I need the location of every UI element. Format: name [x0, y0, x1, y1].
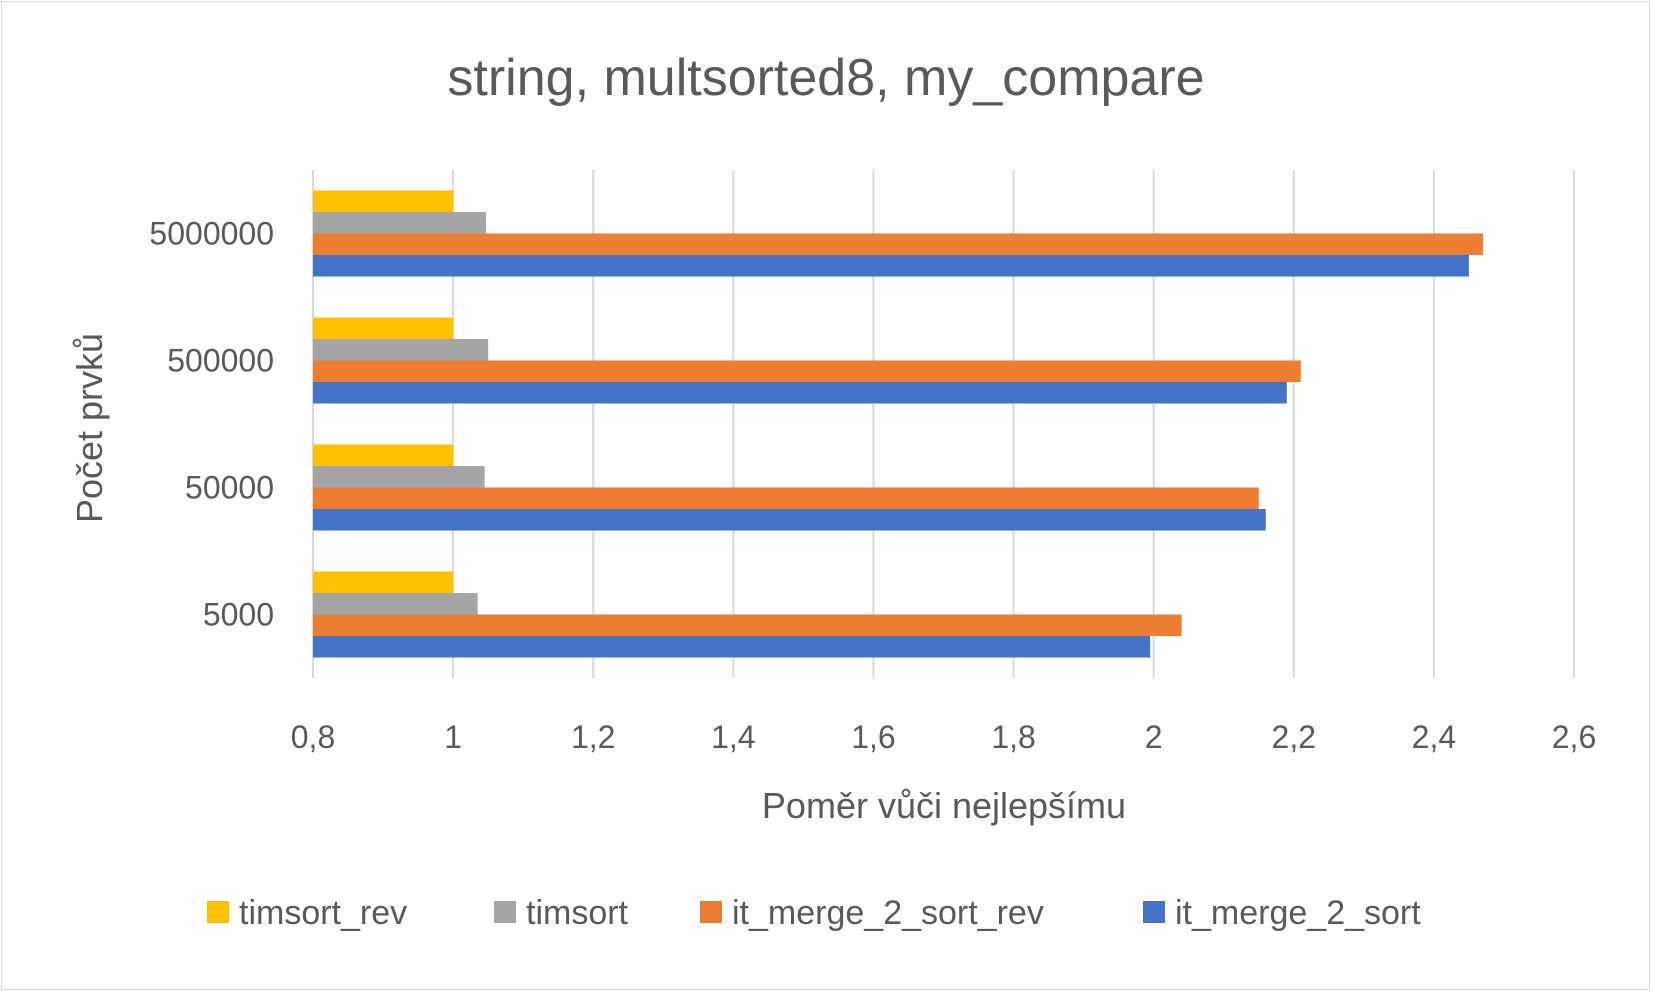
bar-timsort_rev-5000000	[313, 190, 454, 212]
legend-label: it_merge_2_sort	[1175, 894, 1421, 932]
x-tick-label: 2,4	[1412, 719, 1456, 755]
legend-swatch	[494, 901, 516, 923]
bars	[313, 190, 1483, 658]
bar-it_merge_2_sort-5000	[313, 636, 1151, 658]
x-axis-ticks: 0,8 1 1,2 1,4 1,6 1,8 2 2,2 2,4 2,6	[291, 719, 1596, 755]
legend-swatch	[700, 901, 722, 923]
legend-label: timsort_rev	[239, 894, 407, 932]
y-tick-label: 500000	[167, 343, 274, 379]
y-tick-label: 5000000	[149, 216, 274, 252]
bar-timsort-50000	[313, 466, 485, 488]
x-tick-label: 2,2	[1272, 719, 1316, 755]
chart-title: string, multsorted8, my_compare	[447, 49, 1204, 107]
bar-timsort_rev-50000	[313, 444, 454, 466]
legend: timsort_rev timsort it_merge_2_sort_rev it_…	[207, 894, 1421, 932]
legend-label: timsort	[526, 894, 629, 932]
x-tick-label: 1,2	[571, 719, 615, 755]
bar-timsort-5000000	[313, 212, 487, 234]
x-tick-label: 1	[444, 719, 462, 755]
bar-it_merge_2_sort_rev-50000	[313, 487, 1259, 509]
bar-it_merge_2_sort-500000	[313, 382, 1287, 404]
bar-timsort_rev-5000	[313, 571, 454, 593]
x-tick-label: 1,4	[711, 719, 755, 755]
y-tick-label: 5000	[203, 597, 274, 633]
legend-label: it_merge_2_sort_rev	[732, 894, 1044, 932]
legend-item: it_merge_2_sort_rev	[700, 894, 1044, 932]
y-axis-ticks: 5000 50000 500000 5000000	[149, 216, 274, 633]
bar-timsort-5000	[313, 593, 478, 615]
bar-it_merge_2_sort_rev-500000	[313, 360, 1301, 382]
y-axis-title: Počet prvků	[69, 333, 110, 523]
x-axis-title: Poměr vůči nejlepšímu	[762, 785, 1126, 826]
bar-timsort-500000	[313, 339, 489, 361]
legend-item: timsort_rev	[207, 894, 407, 932]
x-tick-label: 2,6	[1552, 719, 1596, 755]
x-tick-label: 1,6	[851, 719, 895, 755]
x-tick-label: 0,8	[291, 719, 335, 755]
legend-swatch	[207, 901, 229, 923]
y-tick-label: 50000	[185, 470, 274, 506]
legend-item: it_merge_2_sort	[1143, 894, 1421, 932]
bar-it_merge_2_sort-50000	[313, 509, 1266, 531]
bar-it_merge_2_sort_rev-5000000	[313, 233, 1483, 255]
bar-it_merge_2_sort_rev-5000	[313, 614, 1182, 636]
x-tick-label: 2	[1145, 719, 1163, 755]
x-tick-label: 1,8	[991, 719, 1035, 755]
bar-timsort_rev-500000	[313, 317, 454, 339]
bar-it_merge_2_sort-5000000	[313, 255, 1469, 277]
legend-swatch	[1143, 901, 1165, 923]
legend-item: timsort	[494, 894, 629, 932]
